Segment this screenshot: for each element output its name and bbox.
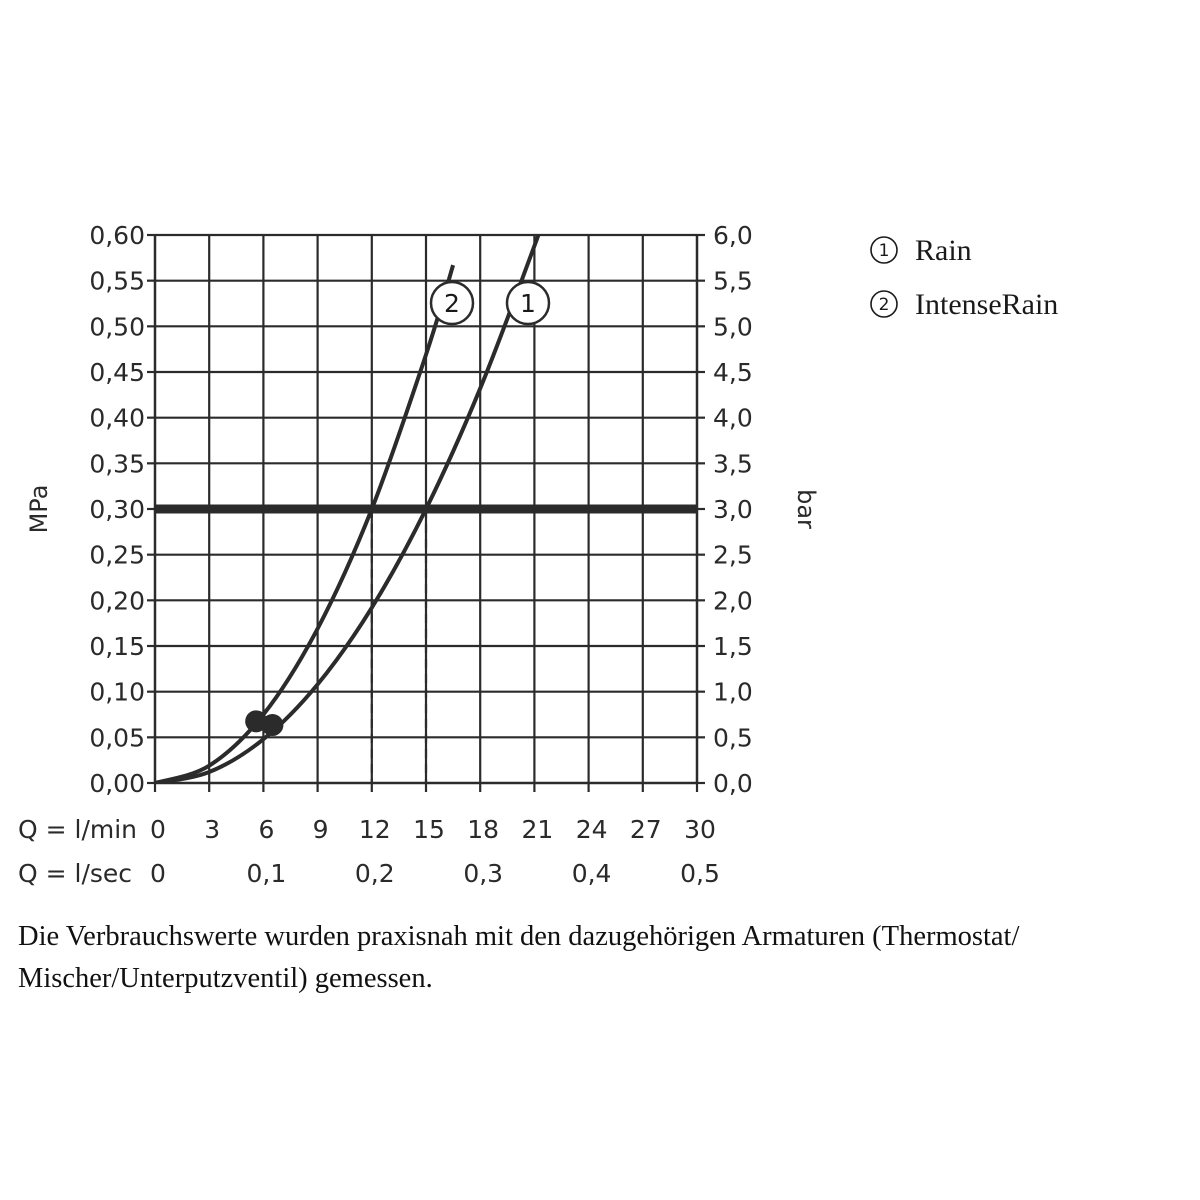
y-right-tick-label: 1,5 [713, 632, 753, 661]
y-left-tick-label: 0,40 [89, 404, 145, 433]
tick-labels: 0,00 0,00,05 0,50,10 1,00,15 1,50,20 2,00,25 2… [18, 221, 820, 888]
curves-layer [155, 235, 541, 783]
x2-tick-label: 0,5 [680, 859, 720, 888]
y-left-tick-label: 0,35 [89, 449, 145, 478]
y-left-tick-label: 0,55 [89, 267, 145, 296]
markers-layer: 12 [245, 280, 551, 737]
y-right-tick-label: 1,0 [713, 678, 753, 707]
y-left-tick-label: 0,45 [89, 358, 145, 387]
y-right-tick-label: 2,5 [713, 541, 753, 570]
x-tick-label: 27 [630, 815, 662, 844]
curve-label-number-rain: 1 [520, 289, 536, 318]
y-right-tick-label: 3,0 [713, 495, 753, 524]
y-right-tick-label: 2,0 [713, 586, 753, 615]
y-left-tick-label: 0,10 [89, 678, 145, 707]
series-line-intenserain [155, 264, 456, 783]
legend-number-rain: 1 [879, 241, 890, 261]
y-left-tick-label: 0,60 [89, 221, 145, 250]
series-line-rain [155, 235, 541, 783]
x-tick-label: 21 [521, 815, 553, 844]
x-tick-label: 9 [313, 815, 329, 844]
y-left-tick-label: 0,30 [89, 495, 145, 524]
legend-label-intenserain: IntenseRain [915, 288, 1058, 321]
x-tick-label: 30 [684, 815, 716, 844]
y-right-axis-title: bar [792, 489, 820, 529]
y-right-tick-label: 6,0 [713, 221, 753, 250]
x-tick-label: 6 [258, 815, 274, 844]
y-left-tick-label: 0,05 [89, 723, 145, 752]
x-axis-title: Q = l/min [18, 815, 137, 844]
x2-tick-label: 0,4 [572, 859, 612, 888]
y-left-tick-label: 0,00 [89, 769, 145, 798]
x2-axis-title: Q = l/sec [18, 859, 132, 888]
curve-label-circle-rain [505, 280, 551, 326]
y-right-tick-label: 3,5 [713, 449, 753, 478]
y-left-tick-label: 0,20 [89, 586, 145, 615]
x-tick-label: 18 [467, 815, 499, 844]
x2-tick-label: 0,2 [355, 859, 395, 888]
legend-marker-rain [870, 236, 898, 264]
curve-label-circle-intenserain [429, 280, 475, 326]
x-tick-label: 0 [150, 815, 166, 844]
x-tick-label: 15 [413, 815, 445, 844]
y-right-tick-label: 5,5 [713, 267, 753, 296]
series-marker-intenserain [245, 710, 268, 733]
x2-tick-label: 0,1 [247, 859, 287, 888]
y-left-tick-label: 0,50 [89, 312, 145, 341]
curve-label-number-intenserain: 2 [444, 289, 460, 318]
y-right-tick-label: 0,5 [713, 723, 753, 752]
axes [147, 233, 705, 792]
y-right-tick-label: 5,0 [713, 312, 753, 341]
footnote: Die Verbrauchswerte wurden praxisnah mit… [18, 921, 1020, 994]
x-tick-label: 3 [204, 815, 220, 844]
legend: 1 Rain 2 IntenseRain [870, 234, 1058, 321]
x2-tick-label: 0,3 [463, 859, 503, 888]
x-tick-label: 24 [576, 815, 608, 844]
y-left-tick-label: 0,15 [89, 632, 145, 661]
y-left-tick-label: 0,25 [89, 541, 145, 570]
y-right-tick-label: 0,0 [713, 769, 753, 798]
legend-label-rain: Rain [915, 234, 972, 267]
y-right-tick-label: 4,5 [713, 358, 753, 387]
x2-tick-label: 0 [150, 859, 166, 888]
y-right-tick-label: 4,0 [713, 404, 753, 433]
x-tick-label: 12 [359, 815, 391, 844]
legend-marker-intenserain [870, 290, 898, 318]
legend-number-intenserain: 2 [879, 295, 890, 315]
y-left-axis-title: MPa [25, 485, 53, 534]
